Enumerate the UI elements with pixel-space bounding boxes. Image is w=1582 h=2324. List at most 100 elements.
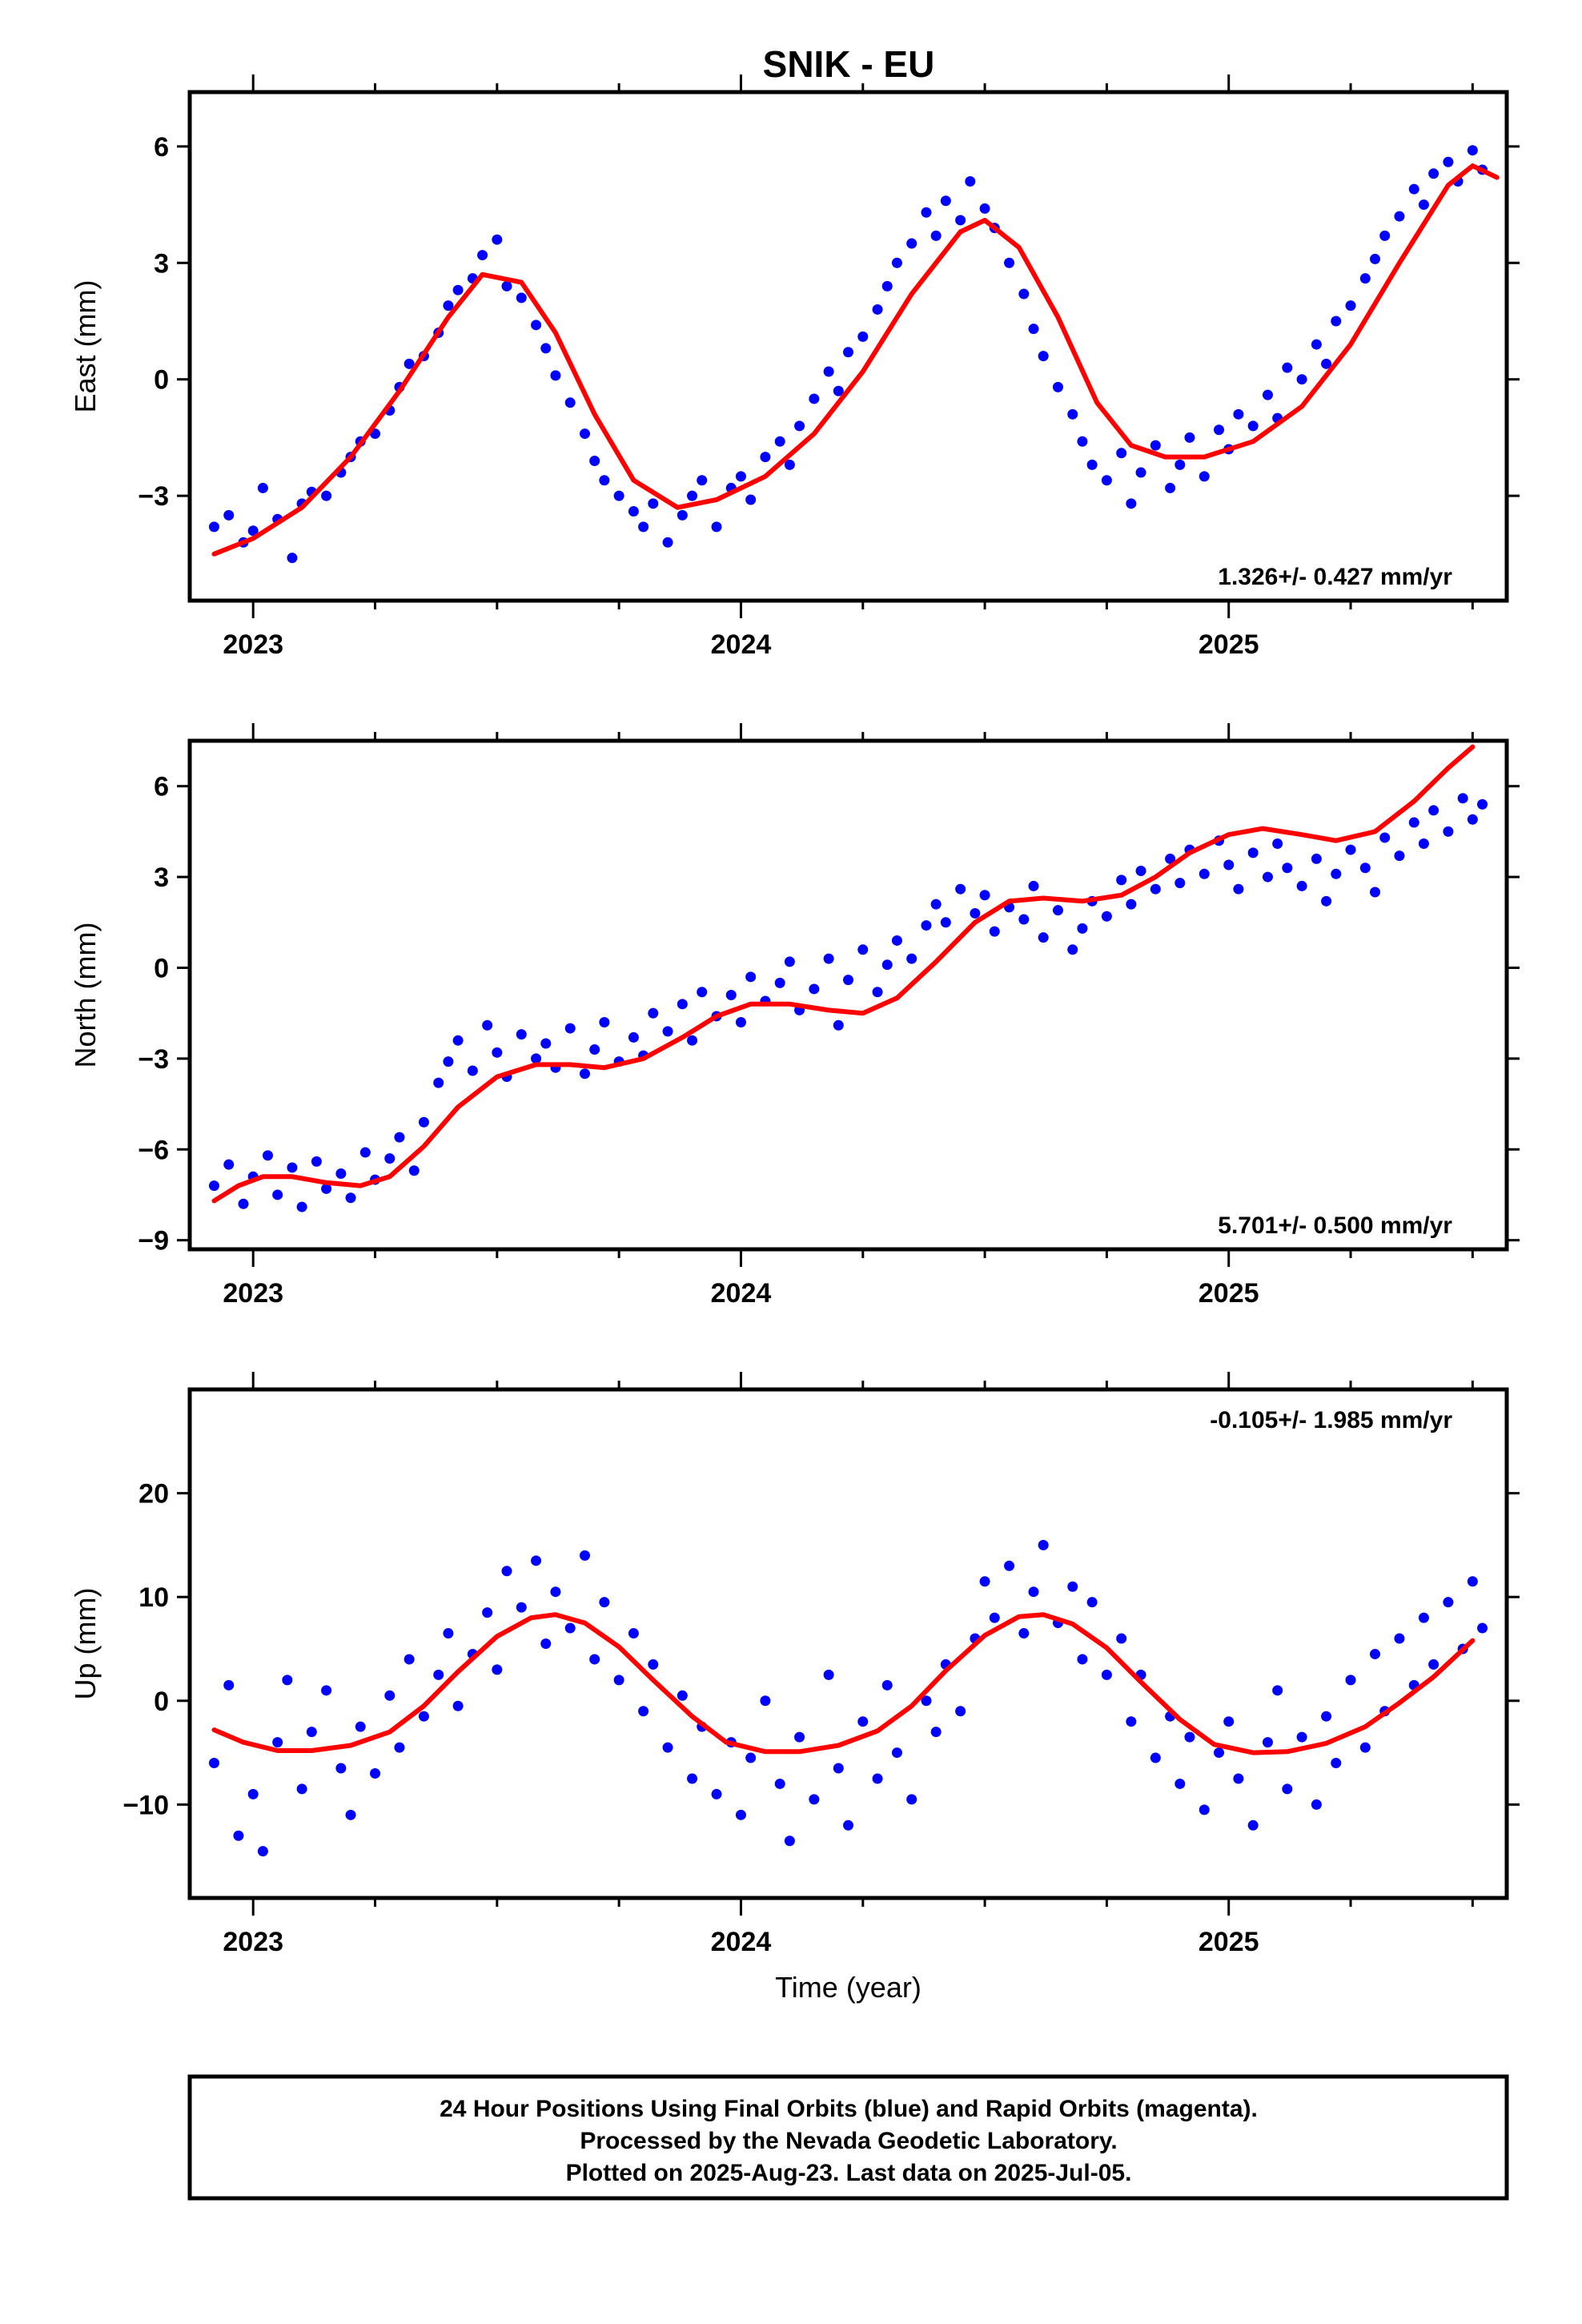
north-data-point (1174, 878, 1186, 889)
east-data-point (477, 250, 488, 261)
east-data-point (1418, 199, 1429, 211)
north-data-point (1345, 844, 1356, 855)
east-data-point (940, 195, 951, 207)
north-data-point (1038, 932, 1049, 943)
north-data-point (492, 1047, 503, 1058)
up-model-curve (211, 1612, 1476, 1755)
up-data-point (857, 1716, 869, 1727)
up-data-point (628, 1628, 639, 1639)
north-data-point (1379, 832, 1391, 843)
figure-title: SNIK - EU (763, 43, 935, 85)
north-data-point (467, 1065, 478, 1076)
up-data-point (599, 1597, 610, 1608)
east-data-point (599, 475, 610, 486)
north-data-point (408, 1165, 420, 1176)
east-data-point (711, 521, 722, 533)
up-data-point (1428, 1659, 1439, 1670)
up-data-point (760, 1695, 771, 1707)
north-data-point (540, 1038, 552, 1049)
north-data-point (1018, 914, 1030, 925)
north-data-point (1370, 887, 1380, 898)
east-rate-label: 1.326+/- 0.427 mm/yr (1218, 564, 1452, 590)
up-data-point (345, 1809, 356, 1820)
up-data-point (550, 1586, 561, 1598)
up-ylabel: Up (mm) (69, 1588, 102, 1700)
up-data-point (648, 1659, 659, 1670)
up-ytick-label: −10 (122, 1790, 169, 1820)
up-data-point (531, 1555, 542, 1566)
north-data-point (921, 920, 932, 931)
north-data-point (1052, 905, 1063, 916)
up-data-point (1101, 1669, 1112, 1680)
up-data-point (1467, 1576, 1478, 1587)
north-data-point (418, 1116, 429, 1128)
east-data-point (843, 347, 853, 358)
east-data-point (1018, 288, 1030, 300)
east-data-point (1262, 389, 1273, 400)
north-data-point (697, 987, 708, 998)
north-panel: −9 −6 −3 0 3 6 2023 2024 2025 North (mm) 5.701+/- … (69, 723, 1520, 1309)
north-data-point (208, 1180, 219, 1192)
up-data-point (1018, 1628, 1030, 1639)
north-ytick-label: −9 (138, 1226, 169, 1256)
north-data-point (452, 1035, 464, 1046)
up-data-point (872, 1773, 883, 1784)
north-data-point (1150, 883, 1161, 895)
footer-line-2: Processed by the Nevada Geodetic Laborat… (580, 2128, 1117, 2154)
east-data-point (1331, 316, 1342, 327)
east-data-point (1174, 459, 1186, 470)
north-data-point (1311, 853, 1322, 864)
north-data-point (599, 1017, 610, 1028)
north-data-point (774, 977, 785, 988)
east-data-point (1028, 324, 1039, 335)
up-data-point (335, 1763, 347, 1774)
up-data-point (384, 1690, 396, 1701)
north-data-point (1135, 866, 1146, 877)
east-data-point (1467, 145, 1478, 156)
north-data-point (238, 1198, 249, 1209)
north-data-point (1428, 805, 1439, 816)
north-xtick-label: 2024 (711, 1278, 772, 1309)
north-data-point (662, 1026, 673, 1037)
up-data-point (296, 1783, 307, 1795)
up-data-point (809, 1794, 820, 1805)
footer-box (187, 2074, 1509, 2201)
east-data-point (965, 175, 976, 187)
up-data-point (1477, 1622, 1488, 1634)
east-panel: −3 0 3 6 2023 2024 2025 East (mm) 1.326+/- 0.427… (69, 74, 1520, 660)
east-data-point (1067, 408, 1078, 420)
north-data-point (287, 1162, 298, 1173)
east-data-point (1038, 351, 1049, 362)
north-data-point (335, 1168, 347, 1180)
north-data-point (809, 983, 820, 995)
east-data-point (745, 494, 757, 505)
north-data-point (1067, 944, 1078, 955)
north-data-point (1321, 895, 1332, 907)
east-data-point (794, 420, 805, 432)
up-data-point (433, 1669, 444, 1680)
north-data-point (321, 1183, 332, 1194)
up-xtick-label: 2024 (711, 1927, 772, 1957)
north-data-point (725, 990, 737, 1000)
up-data-point (1126, 1716, 1137, 1727)
up-data-point (1150, 1752, 1161, 1763)
east-data-point (1233, 408, 1244, 420)
east-xtick-label: 2025 (1199, 629, 1259, 660)
east-data-point (247, 525, 259, 537)
east-data-point (857, 331, 869, 342)
east-data-point (1077, 436, 1088, 447)
up-data-point (921, 1695, 932, 1707)
north-data-point (628, 1031, 639, 1043)
east-data-point (1428, 168, 1439, 179)
north-data-point (1199, 868, 1210, 879)
up-data-point (1086, 1597, 1098, 1608)
east-data-point (697, 475, 708, 486)
footer-line-3: Plotted on 2025-Aug-23. Last data on 202… (566, 2160, 1132, 2186)
north-data-point (1247, 847, 1259, 858)
footer-line-1: 24 Hour Positions Using Final Orbits (bl… (440, 2096, 1258, 2122)
east-data-point (208, 521, 219, 533)
east-data-point (1282, 362, 1293, 373)
up-data-point (1282, 1783, 1293, 1795)
east-data-point (257, 482, 268, 493)
